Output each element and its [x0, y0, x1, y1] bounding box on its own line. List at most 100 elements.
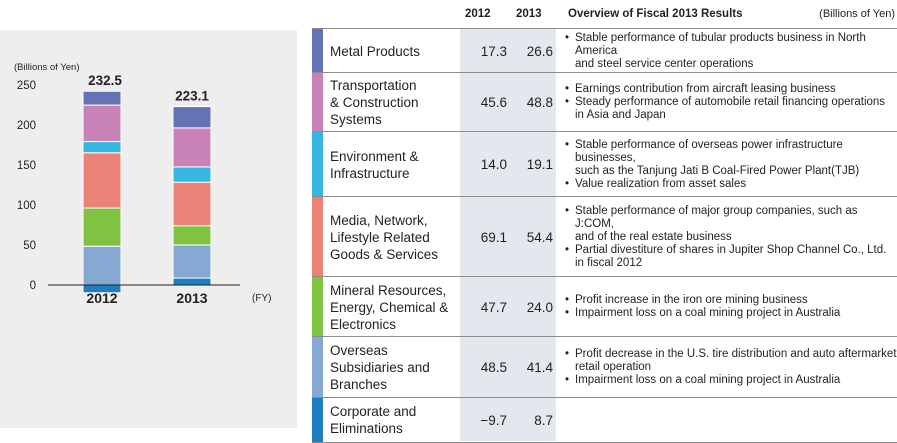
segment-color-strip: [312, 337, 323, 398]
overview-bullet: • Earnings contribution from aircraft lea…: [565, 83, 897, 96]
bar-total-label: 232.5: [88, 73, 122, 88]
bullet-icon: •: [565, 307, 570, 319]
overview-text: Partial divestiture of shares in Jupiter…: [575, 243, 887, 269]
bullet-icon: •: [565, 348, 570, 360]
segment-color-strip: [312, 277, 323, 337]
table-row: Transportation & Construction Systems 45.…: [312, 72, 897, 132]
overview-cell: • Earnings contribution from aircraft lea…: [565, 73, 897, 132]
values-column-background: [460, 28, 556, 441]
overview-text: Impairment loss on a coal mining project…: [575, 307, 841, 319]
header-overview: Overview of Fiscal 2013 Results: [568, 8, 743, 20]
value-2013: 24.0: [526, 299, 553, 315]
header-2012: 2012: [465, 8, 491, 20]
bar-segment: [82, 152, 122, 209]
overview-bullet: • Profit increase in the iron ore mining …: [565, 294, 897, 307]
y-tick-label: 100: [17, 200, 36, 212]
segment-color-strip: [312, 73, 323, 132]
bar-segment: [82, 90, 122, 106]
chart-panel: [0, 30, 297, 428]
bar-segment: [82, 245, 122, 286]
header-unit: (Billions of Yen): [819, 8, 895, 20]
value-2012: 48.5: [480, 360, 507, 375]
overview-bullet: • Value realization from asset sales: [565, 178, 897, 191]
overview-bullet: • Impairment loss on a coal mining projec…: [565, 307, 897, 320]
overview-text: Value realization from asset sales: [575, 177, 747, 190]
overview-cell: • Stable performance of overseas power in…: [565, 132, 897, 197]
value-2012: 69.1: [480, 229, 507, 245]
segment-name: Transportation & Construction Systems: [330, 78, 419, 127]
header-2013: 2013: [516, 8, 542, 20]
bar-segment: [172, 244, 212, 279]
overview-text: Impairment loss on a coal mining project…: [575, 374, 841, 386]
bar-segment: [172, 127, 212, 168]
value-2012: −9.7: [480, 412, 507, 428]
value-2013: 41.4: [526, 360, 553, 375]
overview-bullet: • Stable performance of tubular products …: [565, 32, 897, 71]
table-row: Environment & Infrastructure 14.0 19.1 • Sta…: [312, 131, 897, 197]
bar-segment: [82, 104, 122, 143]
x-tick-label: 2012: [86, 290, 117, 306]
segment-name: Metal Products: [330, 43, 421, 59]
bar-segment: [172, 181, 212, 227]
overview-bullet: • Impairment loss on a coal mining projec…: [565, 374, 897, 387]
overview-bullet: • Stable performance of overseas power in…: [565, 139, 897, 178]
overview-text: Stable performance of overseas power inf…: [575, 138, 860, 177]
overview-cell: • Profit increase in the iron ore mining …: [565, 277, 897, 337]
value-2013: 19.1: [526, 157, 553, 172]
overview-cell: • Stable performance of tubular products …: [565, 29, 897, 73]
overview-text: Stable performance of tubular products b…: [575, 31, 866, 70]
overview-text: Earnings contribution from aircraft leas…: [575, 83, 836, 95]
stacked-bar-chart: 0 50 100 150 200 250 (Billions of Yen) 232.5 201…: [14, 62, 271, 306]
y-tick-label: 250: [17, 80, 36, 92]
segment-color-strip: [312, 197, 323, 277]
bullet-icon: •: [565, 177, 570, 190]
bullet-icon: •: [565, 374, 570, 386]
segment-name: Mineral Resources, Energy, Chemical & El…: [330, 282, 449, 332]
value-2012: 47.7: [480, 299, 507, 315]
bar-segment: [172, 277, 212, 286]
overview-text: Profit increase in the iron ore mining b…: [575, 294, 808, 306]
segment-name: Corporate and Eliminations: [330, 404, 417, 436]
bar-total-label: 223.1: [175, 89, 209, 104]
bar-segment: [82, 141, 122, 154]
table-row: Mineral Resources, Energy, Chemical & El…: [312, 276, 897, 337]
overview-bullet: • Partial divestiture of shares in Jupite…: [565, 244, 897, 270]
bar-segment: [172, 166, 212, 183]
bullet-icon: •: [565, 31, 570, 44]
y-axis-label: (Billions of Yen): [14, 62, 79, 73]
table-row: Overseas Subsidiaries and Branches 48.5 41…: [312, 336, 897, 398]
value-2013: 26.6: [526, 43, 553, 59]
overview-text: Steady performance of automobile retail …: [575, 96, 886, 121]
value-2012: 45.6: [480, 95, 507, 110]
segment-name: Overseas Subsidiaries and Branches: [330, 343, 430, 392]
bullet-icon: •: [565, 96, 570, 108]
value-2013: 8.7: [534, 412, 553, 428]
bar-segment: [172, 106, 212, 129]
y-tick-label: 150: [17, 160, 36, 172]
value-2012: 14.0: [480, 157, 507, 172]
x-tick-label: 2013: [176, 290, 207, 306]
bullet-icon: •: [565, 204, 570, 217]
bullet-icon: •: [565, 83, 570, 95]
overview-bullet: • Steady performance of automobile retail…: [565, 96, 897, 122]
bullet-icon: •: [565, 243, 570, 256]
y-tick-label: 50: [23, 240, 36, 252]
bar-segment: [172, 225, 212, 246]
segment-color-strip: [312, 132, 323, 197]
y-tick-label: 0: [30, 280, 36, 292]
table-row: Corporate and Eliminations −9.7 8.7: [312, 397, 897, 443]
segment-name: Media, Network, Lifestyle Related Goods …: [330, 212, 439, 262]
bar-segment: [82, 207, 122, 247]
bullet-icon: •: [565, 138, 570, 151]
value-2013: 48.8: [526, 95, 553, 110]
overview-bullet: • Stable performance of major group compa…: [565, 205, 897, 244]
overview-cell: [565, 398, 897, 442]
segment-name: Environment & Infrastructure: [330, 148, 419, 181]
x-axis-label: (FY): [252, 293, 271, 304]
overview-cell: • Profit decrease in the U.S. tire distri…: [565, 337, 897, 398]
table-row: Metal Products 17.3 26.6 • Stable performanc…: [312, 28, 897, 73]
value-2013: 54.4: [526, 229, 553, 245]
y-tick-label: 200: [17, 120, 36, 132]
overview-bullet: • Profit decrease in the U.S. tire distri…: [565, 348, 897, 374]
bullet-icon: •: [565, 294, 570, 306]
